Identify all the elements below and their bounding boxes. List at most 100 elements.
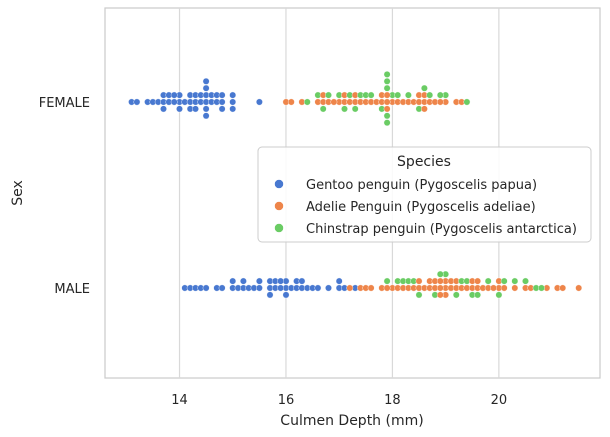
data-points: [128, 71, 583, 299]
data-point: [383, 284, 391, 292]
data-point: [319, 105, 327, 113]
data-point: [522, 277, 529, 285]
legend-label: Chinstrap penguin (Pygoscelis antarctica…: [306, 222, 577, 237]
data-point: [218, 284, 226, 292]
data-point: [415, 291, 423, 299]
data-point: [335, 277, 343, 285]
data-point: [383, 71, 391, 78]
legend-marker: [274, 201, 284, 211]
data-point: [500, 284, 508, 292]
data-point: [500, 277, 508, 285]
data-point: [277, 284, 284, 292]
data-point: [383, 98, 391, 106]
x-tick-label: 14: [171, 393, 188, 408]
data-point: [559, 284, 567, 292]
data-point: [484, 277, 492, 285]
data-point: [202, 105, 210, 113]
legend: Species Gentoo penguin (Pygoscelis papua…: [257, 146, 592, 243]
data-point: [575, 284, 583, 292]
data-point: [452, 291, 460, 299]
data-point: [436, 291, 444, 299]
data-point: [436, 277, 444, 285]
data-point: [255, 98, 263, 106]
data-point: [383, 277, 391, 285]
data-point: [255, 277, 263, 285]
data-point: [303, 98, 311, 106]
legend-label: Gentoo penguin (Pygoscelis papua): [306, 178, 537, 193]
data-point: [474, 277, 481, 285]
y-axis-ticks: FEMALE MALE: [39, 96, 90, 297]
data-point: [192, 105, 199, 113]
legend-box: [257, 146, 592, 243]
data-point: [170, 98, 178, 106]
data-point: [436, 270, 444, 278]
data-point: [277, 277, 284, 285]
data-point: [229, 91, 237, 99]
data-point: [474, 291, 481, 299]
data-point: [367, 284, 375, 292]
data-point: [346, 284, 354, 292]
data-point: [202, 84, 210, 92]
data-point: [229, 98, 237, 106]
data-point: [229, 105, 237, 113]
data-point: [538, 284, 545, 292]
data-point: [404, 91, 412, 99]
data-point: [282, 291, 290, 299]
data-point: [218, 105, 226, 113]
data-point: [383, 112, 391, 120]
data-point: [314, 284, 322, 292]
data-point: [266, 291, 274, 299]
legend-marker: [274, 179, 284, 189]
legend-label: Adelie Penguin (Pygoscelis adeliae): [306, 200, 536, 215]
x-tick-label: 16: [278, 393, 295, 408]
data-point: [255, 284, 263, 292]
data-point: [133, 98, 141, 106]
data-point: [298, 277, 306, 285]
data-point: [420, 105, 428, 113]
data-point: [383, 84, 391, 92]
data-point: [383, 119, 391, 127]
data-point: [330, 98, 338, 106]
data-point: [239, 277, 247, 285]
data-point: [160, 105, 167, 113]
data-point: [436, 284, 444, 292]
data-point: [383, 105, 391, 113]
data-point: [218, 91, 226, 99]
data-point: [511, 284, 519, 292]
data-point: [436, 98, 444, 106]
y-axis-label: Sex: [10, 180, 26, 206]
x-tick-label: 20: [491, 393, 508, 408]
data-point: [383, 77, 391, 85]
data-point: [170, 91, 178, 99]
data-point: [367, 91, 375, 99]
data-point: [415, 277, 423, 285]
data-point: [383, 91, 391, 99]
data-point: [287, 98, 295, 106]
x-tick-label: 18: [384, 393, 401, 408]
x-axis-label: Culmen Depth (mm): [280, 413, 423, 429]
y-tick-label: MALE: [54, 282, 90, 297]
legend-title: Species: [397, 154, 451, 170]
data-point: [436, 91, 444, 99]
data-point: [325, 91, 332, 99]
data-point: [325, 284, 332, 292]
data-point: [495, 291, 503, 299]
data-point: [202, 112, 210, 120]
data-point: [202, 284, 210, 292]
data-point: [176, 105, 183, 113]
data-point: [218, 98, 226, 106]
data-point: [229, 277, 237, 285]
data-point: [341, 105, 348, 113]
data-point: [463, 98, 471, 106]
data-point: [202, 77, 210, 85]
data-point: [351, 105, 359, 113]
data-point: [394, 91, 402, 99]
legend-marker: [274, 223, 284, 233]
data-point: [426, 91, 434, 99]
data-point: [420, 84, 428, 92]
x-axis-ticks: 14 16 18 20: [171, 393, 507, 408]
y-tick-label: FEMALE: [39, 96, 90, 111]
data-point: [490, 284, 497, 292]
data-point: [511, 277, 519, 285]
